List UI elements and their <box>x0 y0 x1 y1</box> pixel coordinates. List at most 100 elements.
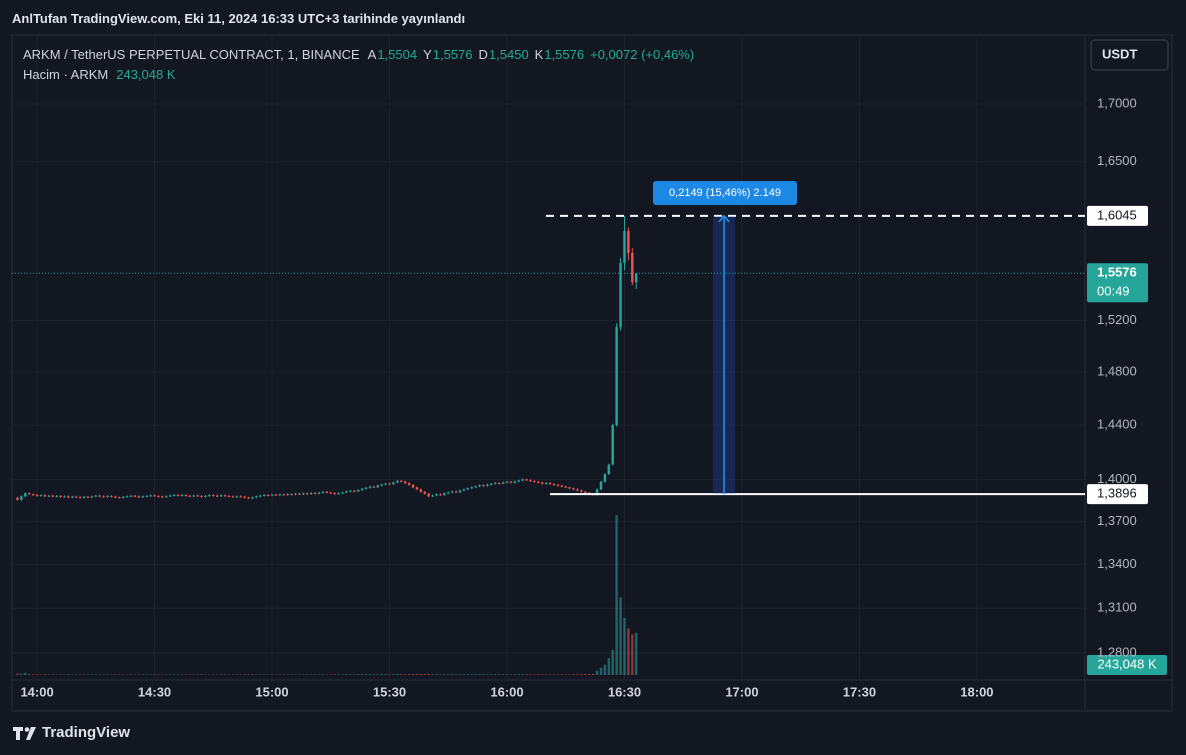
candle-body <box>329 492 332 494</box>
candle-body <box>470 487 473 489</box>
volume-bar <box>262 674 266 675</box>
candle-body <box>337 493 340 495</box>
candle-body <box>125 496 129 498</box>
candle-body <box>400 480 403 482</box>
candle-body <box>443 493 446 495</box>
candle-body <box>580 490 583 492</box>
volume-bar <box>384 673 387 675</box>
volume-bar <box>447 674 450 675</box>
currency-button[interactable] <box>1090 39 1169 71</box>
volume-bar <box>306 674 309 675</box>
candle-body <box>227 495 231 497</box>
candle-body <box>431 495 434 497</box>
volume-bar <box>235 674 238 675</box>
legend-line: ARKM / TetherUS PERPETUAL CONTRACT, 1, B… <box>23 45 700 65</box>
volume-bar <box>497 674 501 675</box>
measure-arrow-head <box>718 214 730 223</box>
candle-body <box>380 484 383 486</box>
candle-body <box>176 494 180 496</box>
volume-bar <box>392 673 395 675</box>
y-tick-label: 1,2800 <box>1097 644 1137 659</box>
candle-body <box>219 495 223 497</box>
volume-bar <box>78 674 82 675</box>
measure-box <box>653 181 797 205</box>
candle-body <box>341 492 344 494</box>
candle-body <box>623 230 626 263</box>
candle-body <box>529 480 532 482</box>
candle-body <box>282 494 285 496</box>
volume-bar <box>353 674 356 675</box>
candle-body <box>572 488 575 490</box>
volume-bar <box>196 674 199 675</box>
candle-body <box>384 483 387 485</box>
x-tick-label: 16:30 <box>608 684 641 699</box>
volume-bar <box>59 674 62 675</box>
candle-body <box>607 464 611 475</box>
candle-body <box>75 496 78 498</box>
candle-body <box>71 496 74 498</box>
candle-body <box>407 483 411 485</box>
candle-body <box>153 495 156 497</box>
volume-bar <box>470 674 473 675</box>
candle-body <box>82 496 86 498</box>
candle-body <box>466 488 470 490</box>
candle-body <box>31 494 35 496</box>
volume-bar <box>396 673 399 675</box>
volume-bar <box>317 674 321 675</box>
volume-bar <box>588 673 591 675</box>
volume-value: 243,048 K <box>116 67 176 82</box>
legend: ARKM / TetherUS PERPETUAL CONTRACT, 1, B… <box>23 45 700 85</box>
candle-body <box>55 495 58 497</box>
volume-bar <box>595 670 599 675</box>
candle-body <box>200 496 203 498</box>
volume-bar <box>200 674 203 675</box>
volume-bar <box>90 674 94 675</box>
measure-label: 0,2149 (15,46%) 2.149 <box>669 187 781 199</box>
volume-bar <box>35 674 39 675</box>
volume-bar <box>313 674 317 675</box>
brand-logo <box>13 727 36 740</box>
candle-body <box>603 474 607 482</box>
volume-bar <box>129 674 133 675</box>
candle-body <box>423 491 426 494</box>
volume-bar <box>607 658 611 675</box>
level-box <box>1087 484 1148 505</box>
last-price-box <box>1087 263 1148 303</box>
candle-body <box>505 481 509 483</box>
volume-bar <box>556 674 560 675</box>
volume-bar <box>372 674 376 675</box>
volume-bar <box>486 674 489 675</box>
volume-bar <box>517 674 520 675</box>
volume-bar <box>552 674 556 675</box>
candle-body <box>51 495 54 497</box>
candle-body <box>474 486 477 488</box>
volume-bar <box>533 674 536 675</box>
candle-body <box>184 495 188 497</box>
volume-bar <box>537 674 540 675</box>
candle-body <box>356 490 360 492</box>
candle-body <box>392 482 395 485</box>
volume-bar <box>63 674 66 675</box>
brand-name: TradingView <box>42 724 131 741</box>
y-tick-label: 1,4000 <box>1097 471 1137 486</box>
candle-body <box>196 495 199 497</box>
candle-body <box>349 490 352 492</box>
volume-bar <box>541 674 544 675</box>
legend-key: D <box>478 47 488 62</box>
volume-box <box>1087 655 1167 675</box>
volume-bar <box>509 674 513 675</box>
candle-body <box>141 496 145 498</box>
volume-bar <box>478 674 481 675</box>
y-tick-label: 1,6500 <box>1097 153 1137 168</box>
volume-bar <box>435 674 438 675</box>
candle-body <box>313 492 317 494</box>
candle-body <box>208 495 211 497</box>
candle-body <box>403 481 407 484</box>
candle-body <box>494 482 497 484</box>
volume-bar <box>407 673 411 675</box>
volume-bar <box>325 674 329 675</box>
candle-body <box>286 494 289 496</box>
candle-body <box>255 496 258 498</box>
candle-body <box>368 486 372 488</box>
candle-body <box>309 492 313 494</box>
